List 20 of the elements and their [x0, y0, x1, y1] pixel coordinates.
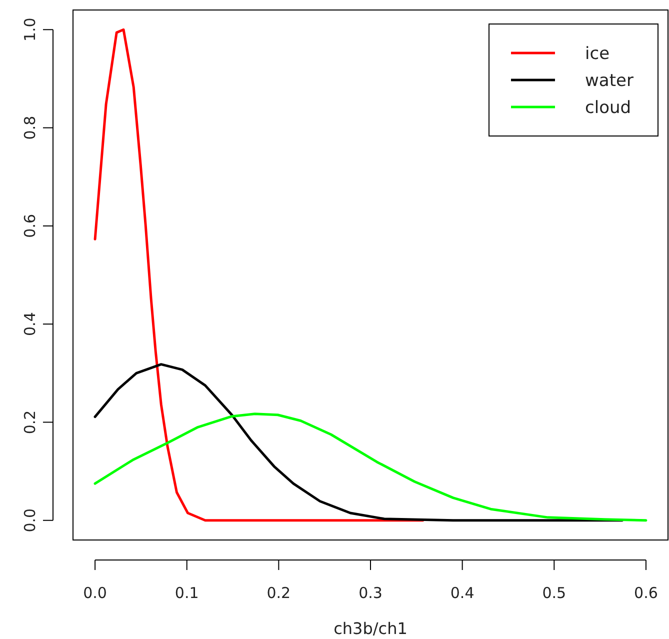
y-tick-label: 0.4 [21, 312, 39, 336]
line-series [94, 363, 624, 522]
x-tick-label: 0.0 [83, 584, 107, 602]
x-tick-label: 0.5 [542, 584, 566, 602]
x-tick-label: 0.2 [266, 584, 291, 602]
line-series [94, 412, 648, 522]
x-axis-title: ch3b/ch1 [334, 619, 408, 638]
y-tick-label: 0.8 [21, 116, 39, 140]
line-series [94, 28, 424, 522]
x-tick-label: 0.6 [634, 584, 658, 602]
y-tick-label: 0.0 [21, 508, 39, 532]
y-tick-label: 1.0 [21, 18, 39, 42]
y-tick-label: 0.6 [21, 214, 39, 238]
x-tick-label: 0.3 [358, 584, 382, 602]
y-tick-label: 0.2 [21, 410, 39, 434]
x-tick-label: 0.1 [174, 584, 199, 602]
legend-label: ice [585, 44, 610, 64]
legend-label: water [585, 71, 634, 91]
x-tick-label: 0.4 [450, 584, 474, 602]
legend-label: cloud [585, 98, 632, 118]
